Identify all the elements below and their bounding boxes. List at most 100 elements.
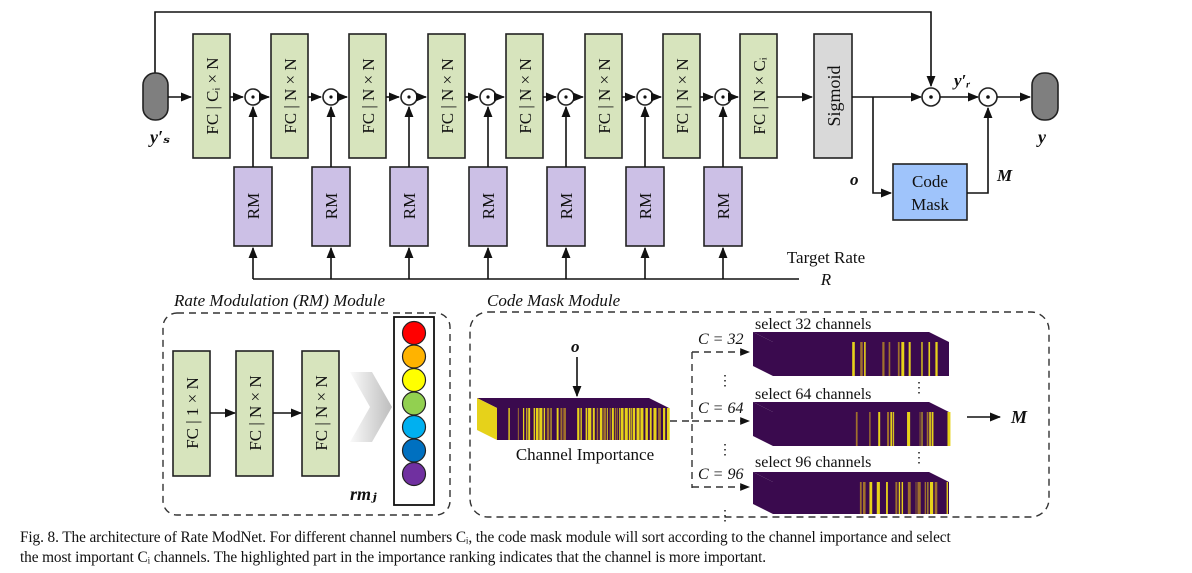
channel-stripe (546, 408, 550, 440)
m-label: M (996, 166, 1013, 185)
fc-label: FC | N × N (359, 58, 378, 133)
rm-label: RM (714, 193, 733, 219)
channel-stripe (556, 408, 559, 440)
channel-stripe (898, 482, 901, 514)
branch-c-label: C = 32 (698, 331, 743, 348)
rm-label: RM (244, 193, 263, 219)
input-label: y′ₛ (148, 127, 170, 147)
channel-stripe (592, 408, 595, 440)
rm-output-label: rmⱼ (350, 484, 377, 504)
channel-stripe (653, 408, 657, 440)
channel-stripe (649, 408, 652, 440)
channel-stripe (869, 412, 871, 446)
branch-select-label: select 32 channels (755, 316, 871, 333)
rm-output-value (401, 461, 427, 487)
product-dot (486, 95, 490, 99)
channel-stripe (921, 412, 923, 446)
channel-stripe (535, 408, 539, 440)
channel-stripe (935, 342, 938, 376)
rm-module-fc-layers: FC | 1 × N FC | N × N FC | N × N (172, 350, 340, 477)
channel-stripe (550, 408, 552, 440)
channel-stripe (946, 482, 948, 514)
rm-label: RM (400, 193, 419, 219)
cm-input-label: o (571, 337, 580, 356)
skip-connection (154, 11, 936, 88)
fc-label: FC | N × Cᵢ (750, 57, 769, 134)
importance-slab-side (477, 398, 497, 440)
code-mask-label-1: Code (912, 172, 948, 191)
rm-label: RM (322, 193, 341, 219)
rm-output-value (401, 391, 427, 416)
channel-stripe (663, 408, 666, 440)
rm-output-values (401, 320, 427, 487)
ellipsis: ⋮ (718, 374, 732, 389)
fc-block (427, 33, 466, 159)
channel-stripe (895, 482, 898, 514)
fc-block (584, 33, 623, 159)
channel-stripe (603, 408, 607, 440)
output-label: y (1036, 127, 1047, 147)
channel-stripe (926, 412, 929, 446)
selected-slab-top (753, 332, 949, 342)
branch-select-label: select 96 channels (755, 454, 871, 471)
rm-output-value (401, 344, 427, 369)
selected-slab-front (773, 412, 949, 446)
selected-slab-side (753, 472, 773, 514)
channel-stripe (563, 408, 566, 440)
channel-stripe (929, 482, 934, 514)
channel-stripe (658, 408, 661, 440)
branch-c-label: C = 96 (698, 466, 743, 483)
channel-stripe (517, 408, 519, 440)
product-dot (721, 95, 725, 99)
branch-select-label: select 64 channels (755, 386, 871, 403)
importance-slab-top (477, 398, 669, 408)
r-label: R (820, 270, 832, 289)
importance-slab-front (497, 408, 669, 440)
channel-stripe (893, 412, 895, 446)
rm-fc-block (301, 350, 340, 477)
channel-stripe (887, 412, 890, 446)
rm-fc-block (172, 350, 211, 477)
rm-block (389, 166, 429, 247)
channel-stripe (869, 482, 873, 514)
channel-stripe (533, 408, 535, 440)
caption-line-1: Fig. 8. The architecture of Rate ModNet.… (20, 529, 951, 546)
fc-label: FC | N × N (595, 58, 614, 133)
channel-stripe (915, 482, 917, 514)
channel-stripe (614, 408, 617, 440)
sigmoid-block (813, 33, 853, 159)
rm-output-value (401, 414, 427, 440)
fc-label: FC | N × N (438, 58, 457, 133)
channel-stripe (864, 342, 866, 376)
sigmoid-label: Sigmoid (824, 65, 844, 126)
channel-stripe (577, 408, 580, 440)
rm-block (468, 166, 508, 247)
rm-output-value (401, 367, 427, 393)
rm-module-frame (162, 312, 451, 516)
channel-stripe (543, 408, 546, 440)
input-node (142, 72, 169, 121)
channel-stripe (907, 482, 911, 514)
ellipsis: ⋮ (912, 451, 926, 466)
channel-stripe (619, 408, 621, 440)
channel-stripe (606, 408, 608, 440)
selected-slab-top (753, 402, 949, 412)
channel-stripe (624, 408, 628, 440)
rm-module-title: Rate Modulation (RM) Module (173, 291, 385, 310)
channel-stripe (640, 408, 644, 440)
channel-stripe (919, 412, 921, 446)
rm-block (311, 166, 351, 247)
fc-block (505, 33, 544, 159)
ellipsis: ⋮ (912, 381, 926, 396)
channel-stripe (528, 408, 531, 440)
channel-stripe (928, 342, 931, 376)
channel-stripe (508, 408, 510, 440)
channel-stripe (580, 408, 582, 440)
channel-importance-tensor (477, 398, 670, 440)
arrow-to-code-mask (872, 97, 893, 198)
product-dot (329, 95, 333, 99)
channel-stripe (908, 342, 911, 376)
channel-stripe (886, 482, 888, 514)
rm-block (703, 166, 743, 247)
channel-stripe (927, 482, 929, 514)
